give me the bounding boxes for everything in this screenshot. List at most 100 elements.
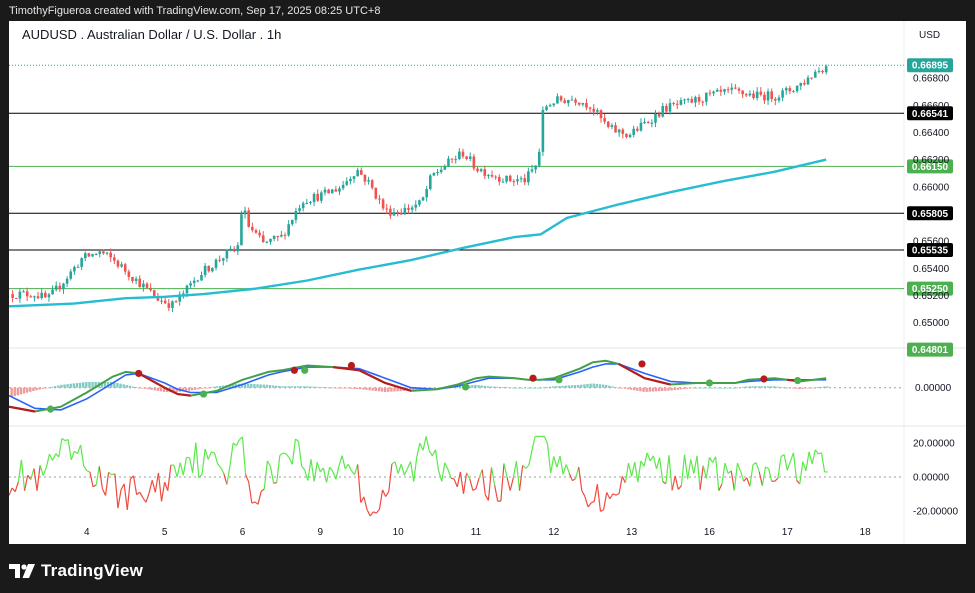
macd-hist-bar-221	[698, 387, 701, 389]
price-tick-1: 0.66600	[913, 101, 950, 112]
macd-hist-bar-56	[184, 387, 188, 392]
macd-hist-bar-172	[545, 387, 549, 388]
candle-body-169	[625, 133, 628, 138]
osc-seg-210	[659, 457, 664, 482]
level-label-box-1	[907, 159, 953, 174]
osc-seg-30	[98, 466, 103, 489]
price-tick-6: 0.65400	[913, 264, 950, 275]
macd-hist-bar-14	[53, 386, 57, 388]
osc-seg-93	[295, 438, 299, 442]
candle-body-72	[272, 236, 276, 239]
osc-seg-36	[117, 489, 122, 509]
macd-hist-bar-252	[794, 387, 798, 389]
candle-body-222	[817, 70, 821, 72]
osc-seg-204	[640, 460, 645, 467]
osc-seg-89	[282, 452, 287, 455]
macd-hist-bar-260	[819, 386, 823, 388]
macd-hist-bar-37	[125, 385, 128, 388]
macd-hist-bar-261	[822, 386, 826, 388]
candle-body-129	[479, 169, 483, 172]
osc-seg-26	[86, 470, 91, 473]
macd-bear-seg-31	[618, 362, 646, 380]
candle-body-145	[537, 151, 541, 166]
macd-hist-bar-2	[16, 387, 20, 396]
osc-seg-202	[634, 462, 639, 483]
macd-hist-bar-21	[75, 383, 79, 388]
candle-body-134	[498, 176, 501, 182]
osc-seg-225	[705, 457, 711, 479]
candle-body-123	[458, 151, 461, 160]
candle-body-107	[399, 212, 403, 215]
macd-cross-marker-8	[555, 376, 563, 384]
osc-seg-51	[164, 481, 169, 491]
candle-body-98	[367, 180, 370, 182]
macd-hist-bar-154	[489, 386, 493, 388]
osc-seg-45	[145, 492, 150, 503]
level-label-2: 0.65805	[912, 209, 949, 220]
level-label-5: 0.64801	[912, 345, 949, 356]
candle-body-221	[813, 71, 817, 78]
macd-hist-bar-245	[773, 386, 776, 388]
macd-cross-marker-3	[290, 366, 298, 374]
osc-seg-219	[687, 459, 692, 480]
macd-hist-bar-17	[63, 384, 66, 388]
candle-body-62	[236, 245, 240, 252]
macd-hist-bar-42	[141, 387, 144, 389]
osc-seg-63	[201, 448, 206, 475]
price-tick-5: 0.65600	[913, 237, 950, 248]
osc-seg-146	[459, 471, 465, 494]
candle-body-200	[737, 88, 741, 91]
candle-body-197	[726, 89, 730, 91]
candle-body-90	[338, 188, 341, 192]
osc-seg-20	[67, 439, 72, 460]
macd-hist-bar-243	[766, 386, 770, 388]
candle-body-166	[614, 125, 617, 133]
level-label-box-4	[907, 281, 953, 296]
osc-seg-248	[777, 456, 782, 479]
candle-body-50	[192, 280, 196, 284]
candle-body-122	[454, 159, 458, 161]
candle-body-1	[14, 297, 18, 299]
macd-hist-bar-108	[346, 387, 350, 389]
macd-hist-bar-15	[57, 385, 60, 388]
osc-seg-62	[198, 473, 203, 479]
candle-body-189	[697, 97, 701, 102]
osc-seg-183	[574, 466, 580, 479]
macd-hist-bar-223	[704, 387, 708, 389]
chart-area[interactable]: 0.66541 0.66150 0.65805 0.65535 0.65250 0.648…	[9, 21, 966, 544]
osc-seg-6	[23, 475, 29, 491]
macd-hist-bar-23	[81, 382, 85, 388]
time-tick-2: 6	[240, 527, 246, 538]
chart-svg[interactable]: 0.66541 0.66150 0.65805 0.65535 0.65250 0.648…	[9, 21, 966, 544]
osc-seg-50	[160, 482, 166, 502]
candle-body-9	[44, 292, 47, 298]
osc-seg-113	[357, 464, 362, 503]
macd-hist-bar-75	[243, 383, 247, 388]
macd-hist-bar-53	[175, 387, 178, 392]
candle-body-30	[120, 264, 123, 267]
macd-hist-bar-258	[813, 387, 816, 389]
candle-body-7	[36, 296, 40, 299]
osc-seg-131	[413, 456, 418, 482]
macd-hist-bar-149	[474, 384, 477, 388]
candle-body-183	[675, 103, 679, 105]
macd-hist-bar-115	[368, 387, 371, 391]
candle-body-140	[519, 178, 523, 180]
osc-seg-24	[80, 444, 85, 466]
candle-body-14	[62, 283, 65, 290]
macd-hist-bar-204	[645, 387, 648, 392]
candle-body-199	[734, 87, 737, 89]
macd-hist-bar-222	[701, 387, 704, 389]
osc-seg-195	[612, 493, 617, 496]
osc-seg-223	[699, 465, 704, 490]
candle-body-115	[428, 175, 432, 190]
osc-seg-33	[108, 471, 113, 476]
horizontal-levels: 0.66541 0.66150 0.65805 0.65535 0.65250 0.648…	[9, 58, 953, 357]
macd-bear-seg-18	[384, 381, 412, 392]
osc-seg-250	[783, 454, 788, 471]
candle-body-191	[705, 92, 708, 102]
osc-seg-143	[450, 477, 455, 480]
candle-body-212	[781, 90, 784, 98]
macd-cross-marker-5	[347, 361, 356, 370]
candle-body-10	[47, 294, 51, 298]
